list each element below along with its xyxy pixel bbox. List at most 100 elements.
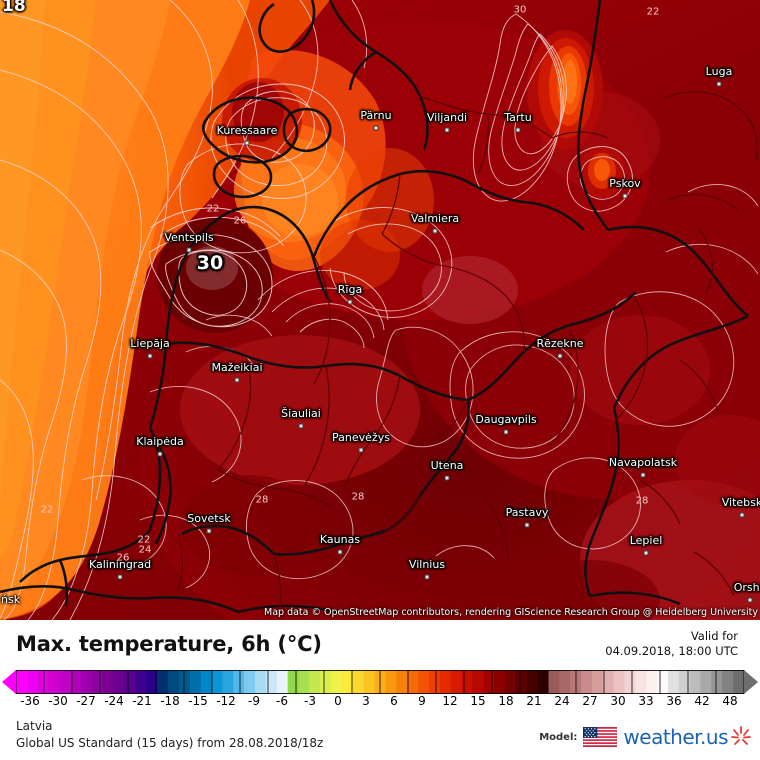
color-swatch — [635, 670, 647, 694]
color-swatch — [178, 670, 191, 694]
color-swatch — [483, 670, 495, 694]
color-swatch — [331, 670, 343, 694]
scale-tick-label: 48 — [722, 694, 738, 708]
color-swatch — [689, 670, 702, 694]
us-flag-icon — [583, 727, 618, 747]
color-swatch — [472, 670, 484, 694]
color-swatch — [515, 670, 528, 694]
scale-tick-label: 12 — [442, 694, 458, 708]
model-run-info: Global US Standard (15 days) from 28.08.… — [16, 736, 324, 750]
color-swatch — [298, 670, 310, 694]
scale-tick-label: 42 — [694, 694, 710, 708]
color-swatch — [211, 670, 224, 694]
color-swatch — [678, 670, 691, 694]
map-raster — [0, 0, 760, 620]
region-name: Latvia — [16, 719, 53, 733]
scale-tick-label: 15 — [470, 694, 486, 708]
scale-tick-label: -24 — [104, 694, 124, 708]
city-marker-dot — [622, 193, 628, 199]
color-swatch — [461, 670, 473, 694]
color-scale-tick-labels: -36 -30 -27 -24 -21 -18 -15 -12 -9 -6 -3 0 3 6 9 12 15 18… — [0, 694, 760, 712]
valid-for-block: Valid for 04.09.2018, 18:00 UTC — [605, 629, 738, 659]
color-scale-svg — [2, 670, 758, 694]
city-marker-dot — [503, 429, 509, 435]
color-swatch — [222, 670, 234, 694]
color-swatch — [113, 670, 126, 694]
color-swatch — [624, 670, 636, 694]
color-swatch — [189, 670, 202, 694]
color-swatch — [591, 670, 604, 694]
color-swatch — [504, 670, 517, 694]
scale-tick-label: 30 — [610, 694, 626, 708]
scale-tick-label: 18 — [498, 694, 514, 708]
legend-title: Max. temperature, 6h (°C) — [16, 632, 322, 656]
color-swatch — [200, 670, 213, 694]
city-marker-dot — [444, 475, 450, 481]
sun-burst-icon — [731, 726, 751, 745]
scale-tick-label: -12 — [216, 694, 236, 708]
city-marker-dot — [337, 549, 343, 555]
city-marker-dot — [117, 574, 123, 580]
color-swatch — [352, 670, 365, 694]
city-marker-dot — [358, 447, 364, 453]
scale-left-arrow — [2, 670, 16, 694]
valid-for-value: 04.09.2018, 18:00 UTC — [605, 644, 738, 658]
scale-tick-label: 21 — [526, 694, 542, 708]
color-swatch — [439, 670, 452, 694]
scale-tick-label: -36 — [20, 694, 40, 708]
city-marker-dot — [716, 81, 722, 87]
color-swatch — [276, 670, 289, 694]
scale-tick-label: -27 — [76, 694, 96, 708]
color-swatch — [667, 670, 680, 694]
color-swatch — [244, 670, 256, 694]
color-swatch — [124, 670, 137, 694]
color-swatch — [233, 670, 245, 694]
color-swatch — [613, 670, 626, 694]
city-marker-dot — [244, 140, 250, 146]
scale-tick-label: -30 — [48, 694, 68, 708]
scale-tick-label: 9 — [418, 694, 426, 708]
footer-info: Latvia Global US Standard (15 days) from… — [16, 718, 323, 752]
color-scale-bar[interactable] — [0, 670, 760, 694]
color-swatch — [428, 670, 441, 694]
city-marker-dot — [444, 127, 450, 133]
color-swatch — [81, 670, 93, 694]
color-swatch — [494, 670, 506, 694]
map-corner-bottom-label: ńsk — [1, 593, 21, 606]
scale-tick-label: 3 — [362, 694, 370, 708]
scale-tick-label: -3 — [304, 694, 316, 708]
brand-wordmark[interactable]: weather.us — [623, 725, 728, 749]
scale-tick-label: 6 — [390, 694, 398, 708]
city-marker-dot — [147, 353, 153, 359]
color-swatch — [581, 670, 593, 694]
scale-tick-label: 33 — [638, 694, 654, 708]
brand-block[interactable]: Model: — [539, 725, 752, 749]
color-swatch — [657, 670, 669, 694]
city-marker-dot — [524, 522, 530, 528]
map-attribution: Map data © OpenStreetMap contributors, r… — [264, 607, 758, 618]
color-swatch — [135, 670, 147, 694]
city-marker-dot — [373, 125, 379, 131]
legend-panel: Max. temperature, 6h (°C) Valid for 04.0… — [0, 620, 760, 760]
color-swatch — [711, 670, 723, 694]
city-marker-dot — [643, 550, 649, 556]
color-swatch — [407, 670, 419, 694]
city-marker-dot — [747, 597, 753, 603]
scale-right-arrow — [744, 670, 758, 694]
color-swatch — [363, 670, 376, 694]
color-swatch — [548, 670, 560, 694]
city-marker-dot — [234, 377, 240, 383]
temperature-map[interactable]: Holm 18 ńsk KuressaarePärnuViljandiTartu… — [0, 0, 760, 620]
map-corner-label: 18 — [2, 0, 26, 16]
color-swatch — [537, 670, 550, 694]
color-swatch — [287, 670, 300, 694]
color-swatch — [168, 670, 180, 694]
city-marker-dot — [157, 451, 163, 457]
color-swatch — [265, 670, 278, 694]
scale-tick-label: -9 — [248, 694, 260, 708]
scale-tick-label: -6 — [276, 694, 288, 708]
city-marker-dot — [640, 472, 646, 478]
city-marker-dot — [557, 353, 563, 359]
color-swatch — [450, 670, 463, 694]
